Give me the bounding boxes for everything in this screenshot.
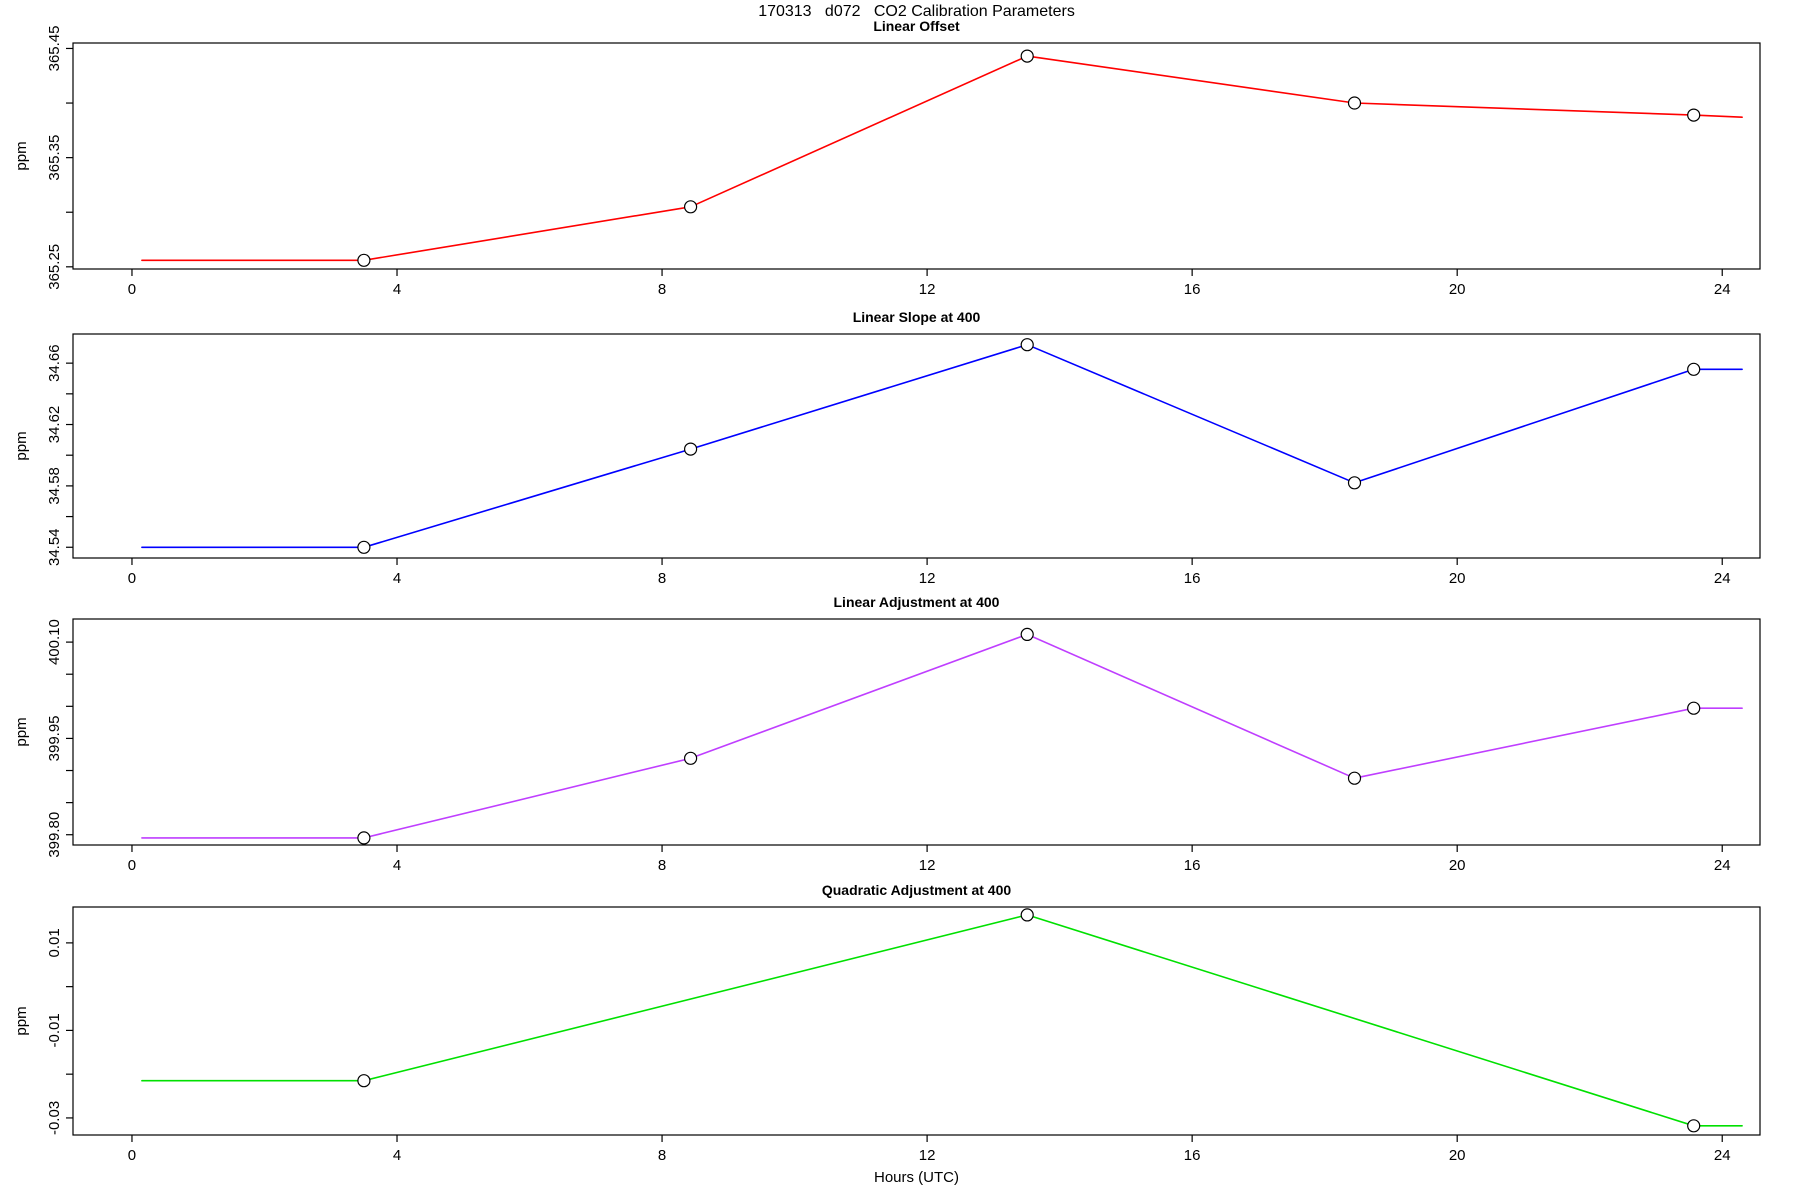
data-point-marker bbox=[1020, 49, 1034, 63]
x-tick-label: 4 bbox=[393, 281, 401, 298]
data-point-marker bbox=[357, 253, 371, 267]
plot-frame bbox=[72, 618, 1761, 846]
y-axis-title: ppm bbox=[13, 431, 30, 460]
panel-linear-slope: 0 4 8 12 16 20 24 34.54 34.58 34.62 34.66 ppm bbox=[13, 333, 1761, 587]
data-point-marker bbox=[1687, 1119, 1701, 1133]
y-tick-label: -0.01 bbox=[46, 1013, 63, 1047]
panel-title-linear-slope: Linear Slope at 400 bbox=[852, 309, 981, 325]
data-line bbox=[141, 914, 1743, 1127]
plot-frame bbox=[72, 906, 1761, 1136]
y-tick-label: 34.62 bbox=[46, 406, 63, 444]
x-tick-label: 8 bbox=[658, 570, 666, 587]
x-tick-label: 24 bbox=[1714, 281, 1731, 298]
y-axis-title: ppm bbox=[13, 1006, 30, 1035]
panel-quadratic-adjustment: 0 4 8 12 16 20 24 -0.03 -0.01 0.01 ppm bbox=[13, 906, 1761, 1164]
data-point-marker bbox=[1020, 338, 1034, 352]
y-tick-label: 365.35 bbox=[46, 135, 63, 181]
data-point-marker bbox=[1687, 108, 1701, 122]
data-point-marker bbox=[1687, 701, 1701, 715]
panel-linear-adjustment: 0 4 8 12 16 20 24 399.80 399.95 400.10 ppm bbox=[13, 618, 1761, 874]
y-tick-label: 365.25 bbox=[46, 244, 63, 290]
data-point-marker bbox=[357, 540, 371, 554]
x-tick-label: 4 bbox=[393, 857, 401, 874]
x-tick-label: 20 bbox=[1449, 570, 1466, 587]
data-point-marker bbox=[1020, 908, 1034, 922]
y-tick-label: 399.95 bbox=[46, 715, 63, 761]
x-tick-label: 16 bbox=[1184, 857, 1201, 874]
x-tick-label: 12 bbox=[919, 281, 936, 298]
data-point-marker bbox=[357, 831, 371, 845]
x-tick-label: 24 bbox=[1714, 570, 1731, 587]
figure-title: 170313 d072 CO2 Calibration Parameters bbox=[758, 3, 1075, 20]
data-line bbox=[141, 633, 1743, 839]
x-tick-label: 0 bbox=[128, 1147, 136, 1164]
x-tick-label: 16 bbox=[1184, 281, 1201, 298]
x-tick-label: 24 bbox=[1714, 857, 1731, 874]
y-tick-label: 34.58 bbox=[46, 467, 63, 505]
x-tick-label: 20 bbox=[1449, 1147, 1466, 1164]
y-tick-label: 0.01 bbox=[46, 928, 63, 957]
x-tick-label: 0 bbox=[128, 570, 136, 587]
x-tick-label: 20 bbox=[1449, 857, 1466, 874]
y-tick-label: 365.45 bbox=[46, 26, 63, 72]
y-tick-label: 399.80 bbox=[46, 812, 63, 858]
data-point-marker bbox=[683, 442, 698, 456]
x-tick-label: 20 bbox=[1449, 281, 1466, 298]
x-tick-label: 12 bbox=[919, 857, 936, 874]
data-point-marker bbox=[1347, 476, 1362, 490]
y-tick-label: 34.54 bbox=[46, 528, 63, 566]
x-tick-label: 12 bbox=[919, 570, 936, 587]
x-tick-label: 0 bbox=[128, 281, 136, 298]
data-point-marker bbox=[683, 200, 698, 214]
x-tick-label: 16 bbox=[1184, 1147, 1201, 1164]
y-tick-label: -0.03 bbox=[46, 1101, 63, 1135]
data-line bbox=[141, 343, 1743, 549]
data-line bbox=[141, 55, 1743, 262]
data-point-marker bbox=[1347, 771, 1362, 785]
panel-title-linear-adjustment: Linear Adjustment at 400 bbox=[833, 594, 1000, 610]
x-tick-label: 24 bbox=[1714, 1147, 1731, 1164]
panel-title-linear-offset: Linear Offset bbox=[873, 18, 960, 34]
data-point-marker bbox=[1687, 362, 1701, 376]
x-tick-label: 12 bbox=[919, 1147, 936, 1164]
y-axis-title: ppm bbox=[13, 141, 30, 170]
x-tick-label: 4 bbox=[393, 1147, 401, 1164]
data-point-marker bbox=[1347, 96, 1362, 110]
x-axis-title: Hours (UTC) bbox=[874, 1169, 959, 1186]
x-tick-label: 16 bbox=[1184, 570, 1201, 587]
data-point-marker bbox=[357, 1074, 371, 1088]
x-tick-label: 4 bbox=[393, 570, 401, 587]
plot-frame bbox=[72, 42, 1761, 270]
panel-linear-offset: 0 4 8 12 16 20 24 365.25 365.35 365.45 ppm bbox=[13, 26, 1761, 298]
plot-frame bbox=[72, 333, 1761, 559]
y-tick-label: 34.66 bbox=[46, 344, 63, 382]
data-point-marker bbox=[683, 751, 698, 765]
y-tick-label: 400.10 bbox=[46, 619, 63, 665]
x-tick-label: 8 bbox=[658, 281, 666, 298]
panel-title-quadratic-adjustment: Quadratic Adjustment at 400 bbox=[821, 882, 1012, 898]
data-point-marker bbox=[1020, 627, 1034, 642]
x-tick-label: 8 bbox=[658, 857, 666, 874]
x-tick-label: 0 bbox=[128, 857, 136, 874]
y-axis-title: ppm bbox=[13, 717, 30, 746]
x-tick-label: 8 bbox=[658, 1147, 666, 1164]
